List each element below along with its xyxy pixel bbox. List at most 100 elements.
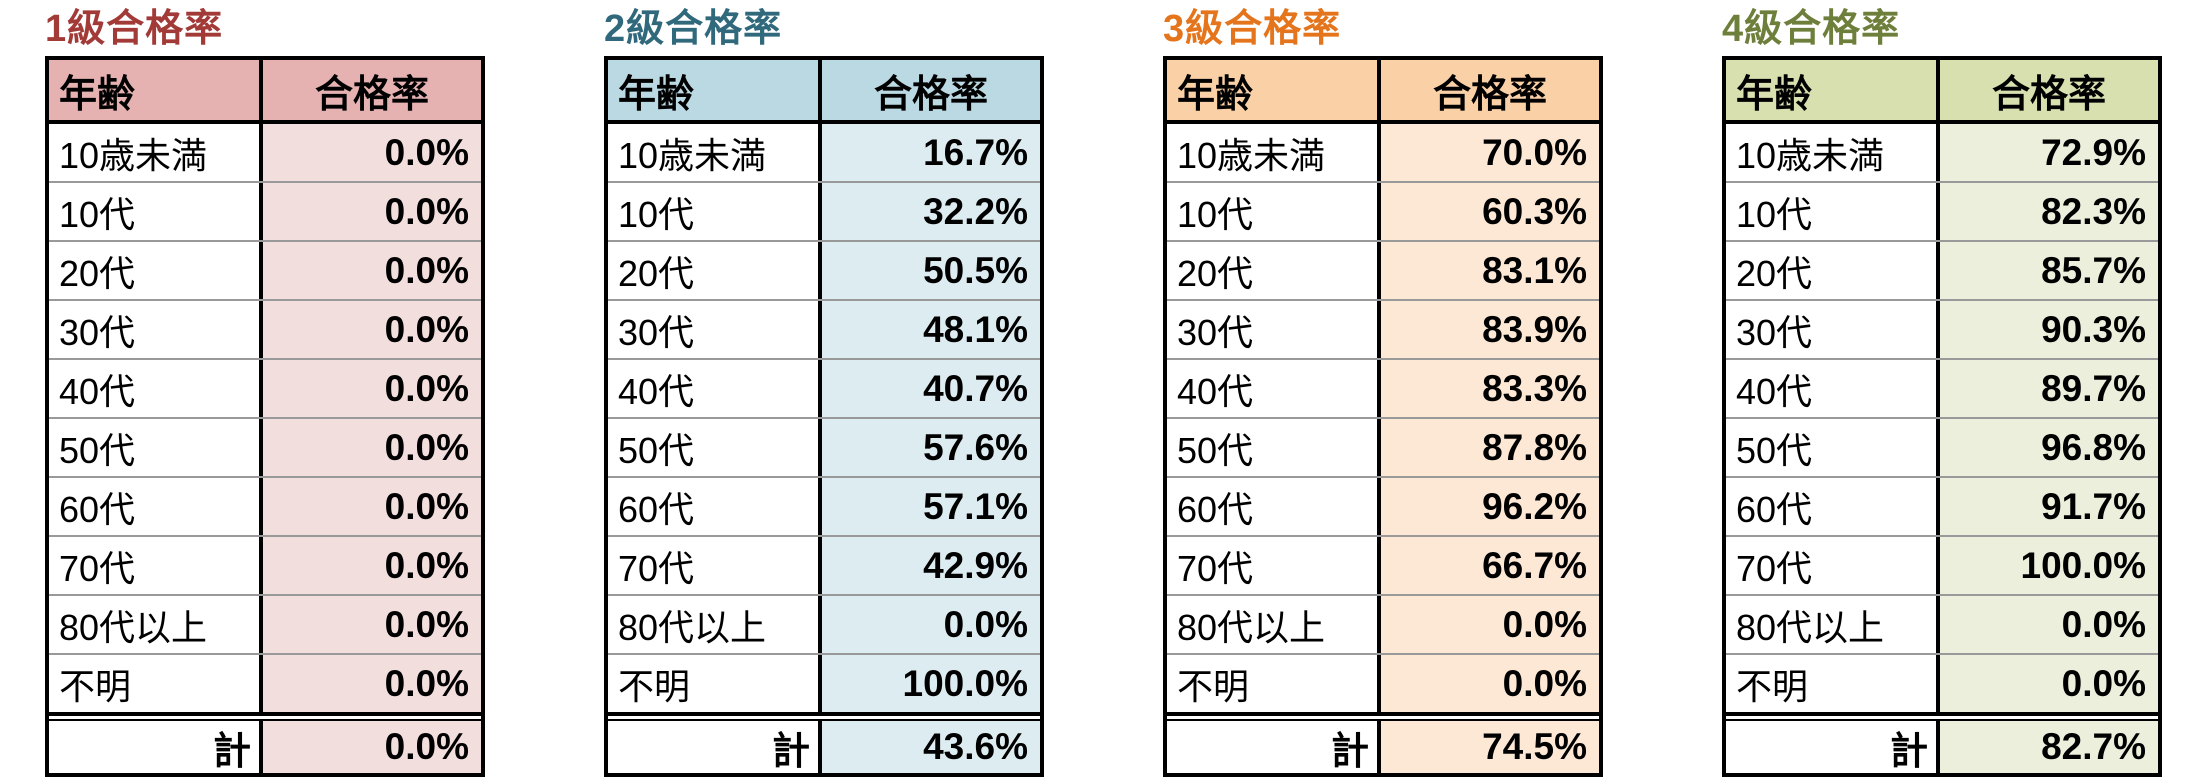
age-cell: 80代以上	[1726, 596, 1940, 653]
table-header-row: 年齢 合格率	[49, 60, 481, 124]
table-row: 10代 0.0%	[49, 183, 481, 242]
total-row: 計 74.5%	[1167, 719, 1599, 773]
pass-rate-table-level3: 3級合格率 年齢 合格率 10歳未満 70.0% 10代 60.3% 20代 83.1% 3…	[1163, 6, 1603, 784]
rate-cell: 16.7%	[822, 124, 1040, 181]
table-row: 20代 50.5%	[608, 242, 1040, 301]
total-value: 43.6%	[822, 721, 1040, 773]
table-row: 不明 0.0%	[1167, 655, 1599, 716]
rate-cell: 0.0%	[1381, 655, 1599, 712]
rate-cell: 48.1%	[822, 301, 1040, 358]
table-row: 10代 60.3%	[1167, 183, 1599, 242]
table-row: 70代 0.0%	[49, 537, 481, 596]
rate-cell: 40.7%	[822, 360, 1040, 417]
age-cell: 80代以上	[608, 596, 822, 653]
age-cell: 10代	[608, 183, 822, 240]
table-row: 不明 0.0%	[49, 655, 481, 716]
table-row: 50代 87.8%	[1167, 419, 1599, 478]
table-row: 60代 91.7%	[1726, 478, 2158, 537]
age-cell: 80代以上	[49, 596, 263, 653]
rate-cell: 0.0%	[1381, 596, 1599, 653]
table-row: 70代 42.9%	[608, 537, 1040, 596]
rate-column-header: 合格率	[1991, 73, 2106, 116]
total-value: 74.5%	[1381, 721, 1599, 773]
rate-cell: 100.0%	[822, 655, 1040, 712]
table-row: 10歳未満 16.7%	[608, 124, 1040, 183]
pass-rate-table-level4: 4級合格率 年齢 合格率 10歳未満 72.9% 10代 82.3% 20代 85.7% 3…	[1722, 6, 2162, 784]
rate-cell: 89.7%	[1940, 360, 2158, 417]
age-cell: 10代	[1167, 183, 1381, 240]
table-header-row: 年齢 合格率	[1167, 60, 1599, 124]
rate-cell: 96.2%	[1381, 478, 1599, 535]
rate-cell: 57.1%	[822, 478, 1040, 535]
age-column-header: 年齢	[49, 60, 263, 120]
age-cell: 60代	[49, 478, 263, 535]
table-row: 10歳未満 0.0%	[49, 124, 481, 183]
total-separator	[1726, 716, 2158, 719]
table-row: 不明 100.0%	[608, 655, 1040, 716]
age-cell: 50代	[1726, 419, 1940, 476]
table-row: 70代 66.7%	[1167, 537, 1599, 596]
table-row: 50代 96.8%	[1726, 419, 2158, 478]
table-row: 60代 96.2%	[1167, 478, 1599, 537]
total-separator	[49, 716, 481, 719]
table-row: 50代 57.6%	[608, 419, 1040, 478]
age-cell: 70代	[1167, 537, 1381, 594]
age-cell: 40代	[49, 360, 263, 417]
age-cell: 不明	[1167, 655, 1381, 712]
table-row: 30代 83.9%	[1167, 301, 1599, 360]
age-cell: 20代	[1167, 242, 1381, 299]
table-row: 20代 0.0%	[49, 242, 481, 301]
table-row: 60代 57.1%	[608, 478, 1040, 537]
table-body: 10歳未満 16.7% 10代 32.2% 20代 50.5% 30代 48.1% 40代 40.…	[608, 124, 1040, 716]
rate-cell: 82.3%	[1940, 183, 2158, 240]
age-cell: 50代	[1167, 419, 1381, 476]
age-cell: 40代	[1726, 360, 1940, 417]
age-cell: 30代	[1726, 301, 1940, 358]
rate-cell: 0.0%	[263, 655, 481, 712]
age-cell: 40代	[608, 360, 822, 417]
table-row: 80代以上 0.0%	[49, 596, 481, 655]
rate-cell: 0.0%	[263, 478, 481, 535]
rate-cell: 72.9%	[1940, 124, 2158, 181]
rate-column-header: 合格率	[1432, 73, 1547, 116]
table-row: 80代以上 0.0%	[1726, 596, 2158, 655]
age-cell: 不明	[49, 655, 263, 712]
total-value: 82.7%	[1940, 721, 2158, 773]
rate-cell: 60.3%	[1381, 183, 1599, 240]
age-column-header: 年齢	[1167, 60, 1381, 120]
table-level2: 年齢 合格率 10歳未満 16.7% 10代 32.2% 20代 50.5% 30代 48.1…	[604, 56, 1044, 777]
age-cell: 30代	[1167, 301, 1381, 358]
age-cell: 60代	[1167, 478, 1381, 535]
table-row: 80代以上 0.0%	[608, 596, 1040, 655]
table-header-row: 年齢 合格率	[608, 60, 1040, 124]
table-row: 70代 100.0%	[1726, 537, 2158, 596]
total-label: 計	[608, 721, 822, 773]
table-row: 20代 85.7%	[1726, 242, 2158, 301]
age-cell: 20代	[49, 242, 263, 299]
rate-cell: 96.8%	[1940, 419, 2158, 476]
rate-cell: 0.0%	[263, 124, 481, 181]
table-title-level1: 1級合格率	[45, 8, 224, 50]
rate-cell: 0.0%	[263, 301, 481, 358]
total-label: 計	[1726, 721, 1940, 773]
rate-cell: 57.6%	[822, 419, 1040, 476]
table-level4: 年齢 合格率 10歳未満 72.9% 10代 82.3% 20代 85.7% 30代 90.3…	[1722, 56, 2162, 777]
age-cell: 10歳未満	[1726, 124, 1940, 181]
table-body: 10歳未満 72.9% 10代 82.3% 20代 85.7% 30代 90.3% 40代 89.…	[1726, 124, 2158, 716]
total-separator	[608, 716, 1040, 719]
rate-cell: 50.5%	[822, 242, 1040, 299]
table-level3: 年齢 合格率 10歳未満 70.0% 10代 60.3% 20代 83.1% 30代 83.9…	[1163, 56, 1603, 777]
table-body: 10歳未満 70.0% 10代 60.3% 20代 83.1% 30代 83.9% 40代 83.…	[1167, 124, 1599, 716]
table-row: 10代 82.3%	[1726, 183, 2158, 242]
rate-cell: 0.0%	[263, 596, 481, 653]
table-row: 20代 83.1%	[1167, 242, 1599, 301]
table-row: 30代 90.3%	[1726, 301, 2158, 360]
table-title-level4: 4級合格率	[1722, 8, 1901, 50]
age-column-header: 年齢	[608, 60, 822, 120]
rate-cell: 83.9%	[1381, 301, 1599, 358]
age-cell: 30代	[49, 301, 263, 358]
age-cell: 60代	[1726, 478, 1940, 535]
rate-column-header: 合格率	[314, 73, 429, 116]
table-row: 不明 0.0%	[1726, 655, 2158, 716]
rate-column-header: 合格率	[873, 73, 988, 116]
